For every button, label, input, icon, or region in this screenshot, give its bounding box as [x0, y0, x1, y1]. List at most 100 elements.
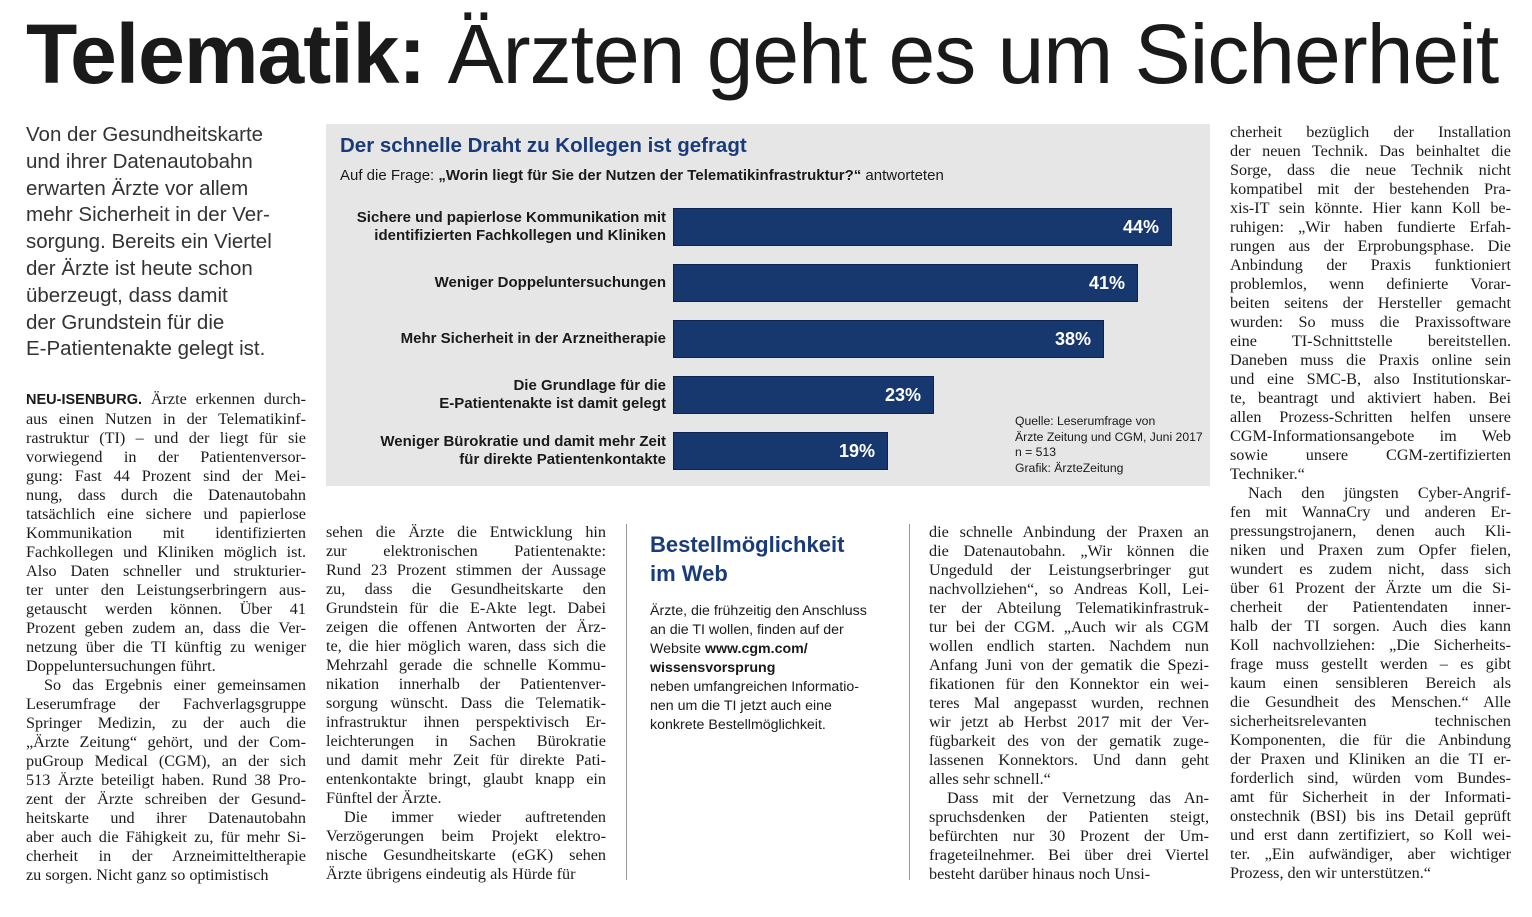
- text-line: te, beantragt und aktiviert haben. Bei: [1230, 389, 1511, 407]
- text-line: heitskarte und ihrer Datenautobahn: [26, 809, 306, 827]
- text-line: tur bei der CGM. „Auch wir als CGM: [929, 618, 1209, 636]
- text-line: alles sehr schnell.“: [929, 770, 1051, 788]
- lead-line: und ihrer Datenautobahn: [26, 149, 253, 173]
- text-line: Sorge, dass die neue Technik nicht: [1230, 161, 1511, 179]
- info-box-title-line: Bestellmöglichkeit: [650, 532, 845, 557]
- text-line: problemlos, wenn definierte Vorar-: [1230, 275, 1511, 293]
- chart-source-line: Quelle: Leserumfrage von: [1015, 414, 1156, 428]
- text-line: So das Ergebnis einer gemeinsamen: [44, 676, 306, 694]
- text-line: der neuen Technik. Das beinhaltet die: [1230, 142, 1511, 160]
- text-line: sehen die Ärzte die Entwicklung hin: [326, 523, 606, 541]
- column-divider: [626, 524, 627, 880]
- bar: 41%: [673, 264, 1138, 302]
- bar-value-label: 23%: [884, 385, 921, 405]
- bar-label-line: für direkte Patientenkontakte: [459, 451, 666, 468]
- info-box-title: Bestellmöglichkeit im Web: [650, 530, 890, 588]
- text-fragment: Ärzte erkennen durch-: [142, 390, 306, 408]
- article-column-4: die schnelle Anbindung der Praxen an die …: [929, 523, 1209, 884]
- text-line: nachvollziehen“, so Andreas Koll, Lei-: [929, 580, 1209, 598]
- text-line: Kommunikation mit identifizierten: [26, 524, 306, 542]
- text-line: nikation innerhalb der Patientenver-: [326, 675, 606, 693]
- text-line: zur elektronischen Patientenakte:: [326, 542, 606, 560]
- info-box-title-line: im Web: [650, 561, 728, 586]
- text-line: Nach den jüngsten Cyber-Angrif-: [1248, 484, 1511, 502]
- headline: Telematik: Ärzten geht es um Sicherheit: [26, 4, 1506, 104]
- text-line: Anfang Juni von der gematik die Spezi-: [929, 656, 1209, 674]
- dateline: NEU-ISENBURG.: [26, 392, 143, 408]
- bar: 44%: [673, 208, 1172, 246]
- text-line: die Gesundheit des Menschen.“ Alle: [1230, 693, 1511, 711]
- text-line: frage muss gestellt werden – es gibt: [1230, 655, 1511, 673]
- text-line: Dass mit der Vernetzung das An-: [947, 789, 1209, 807]
- text-line: fügbarkeit des von der gematik zuge-: [929, 732, 1209, 750]
- text-line: tatsächlich eine sichere und papierlose: [26, 505, 306, 523]
- text-line: Komponenten, die für die Anbindung: [1230, 731, 1511, 749]
- text-line: aber auch die Fähigkeit zu, für mehr Si-: [26, 828, 306, 846]
- text-line: forderlich sind, würden vom Bundes-: [1230, 769, 1511, 787]
- text-line: Prozent geben zudem an, dass die Ver-: [26, 619, 306, 637]
- text-line: allen Prozess-Schritten helfen unsere: [1230, 408, 1511, 426]
- text-line: leichterungen in Sachen Bürokratie: [326, 732, 606, 750]
- chart-question-text: „Worin liegt für Sie der Nutzen der Tele…: [438, 167, 862, 184]
- info-box-line: Website www.cgm.com/: [650, 641, 808, 657]
- text-line: Verzögerungen beim Projekt elektro-: [326, 827, 606, 845]
- text-line: halb der TI sorgen. Auch dies kann: [1230, 617, 1511, 635]
- bar-label: Weniger Bürokratie und damit mehr Zeit fü…: [380, 432, 666, 470]
- text-line: cherheit der Patientendaten inner-: [1230, 598, 1511, 616]
- info-box-line: Ärzte, die frühzeitig den Anschluss: [650, 603, 867, 619]
- text-line: „Ärzte Zeitung“ gehört, und der Com-: [26, 733, 306, 751]
- text-line: Rund 23 Prozent stimmen der Aussage: [326, 561, 606, 579]
- bar-label-line: identifizierten Fachkollegen und Klinike…: [374, 227, 666, 244]
- text-line: Leserumfrage der Fachverlagsgruppe: [26, 695, 306, 713]
- chart-source-line: Grafik: ÄrzteZeitung: [1015, 460, 1124, 475]
- text-line: kaum einen sensibleren Bereich als: [1230, 674, 1511, 692]
- text-line: netzung über die TI künftig zu weniger: [26, 638, 306, 656]
- text-line: niken und Praxen zum Opfer fielen,: [1230, 541, 1511, 559]
- info-box-line: wissensvorsprung: [650, 660, 776, 676]
- text-line: befürchten nur 30 Prozent der Um-: [929, 827, 1209, 845]
- text-line: ter unter den Leistungserbringern aus-: [26, 581, 306, 599]
- text-line: spruchsdenken der Patienten steigt,: [929, 808, 1209, 826]
- chart-question-suffix: antworteten: [861, 167, 944, 184]
- text-line: Koll nachvollziehen: „Die Sicherheits-: [1230, 636, 1511, 654]
- chart-title: Der schnelle Draht zu Kollegen ist gefra…: [340, 134, 747, 157]
- bar-label: Die Grundlage für die E-Patientenakte ist…: [439, 376, 666, 414]
- bar: 19%: [673, 432, 888, 470]
- text-line: cherheit in der Arzneimitteltherapie: [26, 847, 306, 865]
- bar: 23%: [673, 376, 934, 414]
- text-line: und eine SMC-B, also Institutionskar-: [1230, 370, 1511, 388]
- text-line: zent der Ärzte schreiben der Gesund-: [26, 790, 306, 808]
- info-box-line: an die TI wollen, finden auf der: [650, 622, 844, 638]
- text-line: zeigen die offenen Antworten der Ärz-: [326, 618, 606, 636]
- chart-source-line: n = 513: [1015, 445, 1057, 459]
- text-line: NEU-ISENBURG. Ärzte erkennen durch-: [26, 390, 306, 410]
- info-box-line: nen um die TI jetzt auch eine: [650, 698, 832, 714]
- lead-line: Von der Gesundheitskarte: [26, 123, 264, 146]
- text-line: Ungeduld der Leistungserbringer gut: [929, 561, 1209, 579]
- bar-value-label: 19%: [838, 441, 875, 461]
- text-line: Mehrzahl gerade die schnelle Kommu-: [326, 656, 606, 674]
- text-line: wollen endlich starten. Nachdem nun: [929, 637, 1209, 655]
- text-line: xis-IT sein könnte. Hier kann Koll be-: [1230, 199, 1511, 217]
- bar-label: Mehr Sicherheit in der Arzneitherapie: [401, 320, 666, 358]
- bar-value-label: 44%: [1122, 217, 1159, 237]
- text-line: sorgung wünscht. Dass die Telematik-: [326, 694, 606, 712]
- text-line: zu, dass die Gesundheitskarte den: [326, 580, 606, 598]
- text-line: ter der Abteilung Telematikinfrastruk-: [929, 599, 1209, 617]
- text-line: beiten seitens der Hersteller gemacht: [1230, 294, 1511, 312]
- bar-label: Weniger Doppeluntersuchungen: [435, 264, 666, 302]
- website-link: www.cgm.com/: [704, 641, 808, 657]
- chart-source: Quelle: Leserumfrage von Ärzte Zeitung un…: [1015, 414, 1203, 476]
- text-line: wurden: So muss die Praxissoftware: [1230, 313, 1511, 331]
- text-line: Springer Medizin, zu der auch die: [26, 714, 306, 732]
- text-line: teres Mal angepasst wurden, rechnen: [929, 694, 1209, 712]
- text-line: rungen aus der Erprobungsphase. Die: [1230, 237, 1511, 255]
- text-line: über 61 Prozent der Ärzte um die Si-: [1230, 579, 1511, 597]
- bar-label-line: Mehr Sicherheit in der Arzneitherapie: [400, 330, 666, 347]
- bar-label: Sichere und papierlose Kommunikation mit…: [357, 208, 666, 246]
- article-column-2: sehen die Ärzte die Entwicklung hin zur e…: [326, 523, 606, 884]
- text-line: zu sorgen. Nicht ganz so optimistisch: [26, 866, 269, 884]
- text-line: frageteilnehmer. Bei über drei Viertel: [929, 846, 1209, 864]
- text-line: vorwiegend in der Patientenversor-: [26, 448, 306, 466]
- bar-chart: Der schnelle Draht zu Kollegen ist gefra…: [326, 124, 1210, 486]
